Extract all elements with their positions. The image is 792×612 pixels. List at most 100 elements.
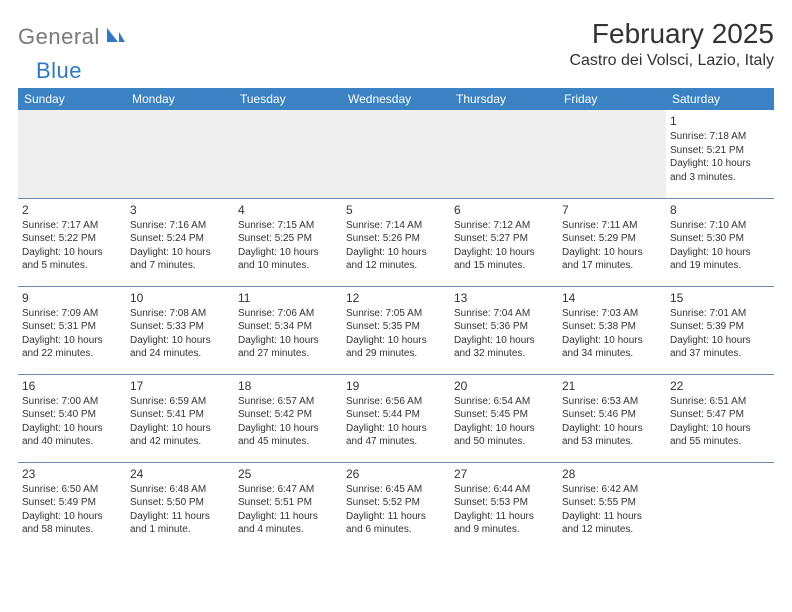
sunrise-text: Sunrise: 7:11 AM	[562, 219, 662, 233]
sunset-text: Sunset: 5:50 PM	[130, 496, 230, 510]
calendar-day: 28Sunrise: 6:42 AMSunset: 5:55 PMDayligh…	[558, 462, 666, 550]
daylight-text: and 22 minutes.	[22, 347, 122, 361]
daylight-text: Daylight: 10 hours	[562, 422, 662, 436]
calendar-day: 15Sunrise: 7:01 AMSunset: 5:39 PMDayligh…	[666, 286, 774, 374]
daylight-text: Daylight: 10 hours	[22, 510, 122, 524]
sunset-text: Sunset: 5:22 PM	[22, 232, 122, 246]
day-number: 1	[670, 113, 770, 129]
day-number: 16	[22, 378, 122, 394]
day-number: 21	[562, 378, 662, 394]
calendar-day: 6Sunrise: 7:12 AMSunset: 5:27 PMDaylight…	[450, 198, 558, 286]
calendar-day: 19Sunrise: 6:56 AMSunset: 5:44 PMDayligh…	[342, 374, 450, 462]
daylight-text: Daylight: 10 hours	[346, 334, 446, 348]
daylight-text: and 12 minutes.	[346, 259, 446, 273]
calendar-body: 1Sunrise: 7:18 AMSunset: 5:21 PMDaylight…	[18, 110, 774, 550]
sunset-text: Sunset: 5:42 PM	[238, 408, 338, 422]
daylight-text: Daylight: 10 hours	[562, 334, 662, 348]
calendar-day: 12Sunrise: 7:05 AMSunset: 5:35 PMDayligh…	[342, 286, 450, 374]
sunset-text: Sunset: 5:33 PM	[130, 320, 230, 334]
daylight-text: and 10 minutes.	[238, 259, 338, 273]
sunrise-text: Sunrise: 7:01 AM	[670, 307, 770, 321]
sunrise-text: Sunrise: 7:06 AM	[238, 307, 338, 321]
daylight-text: and 40 minutes.	[22, 435, 122, 449]
weekday-header: Friday	[558, 88, 666, 110]
daylight-text: Daylight: 10 hours	[562, 246, 662, 260]
calendar-day: 20Sunrise: 6:54 AMSunset: 5:45 PMDayligh…	[450, 374, 558, 462]
calendar-week: 1Sunrise: 7:18 AMSunset: 5:21 PMDaylight…	[18, 110, 774, 198]
sunset-text: Sunset: 5:55 PM	[562, 496, 662, 510]
calendar-week: 2Sunrise: 7:17 AMSunset: 5:22 PMDaylight…	[18, 198, 774, 286]
daylight-text: Daylight: 10 hours	[670, 334, 770, 348]
sunrise-text: Sunrise: 6:54 AM	[454, 395, 554, 409]
daylight-text: Daylight: 11 hours	[346, 510, 446, 524]
weekday-header: Monday	[126, 88, 234, 110]
weekday-header: Sunday	[18, 88, 126, 110]
daylight-text: and 50 minutes.	[454, 435, 554, 449]
sunset-text: Sunset: 5:38 PM	[562, 320, 662, 334]
day-number: 11	[238, 290, 338, 306]
daylight-text: Daylight: 10 hours	[22, 246, 122, 260]
daylight-text: Daylight: 10 hours	[454, 334, 554, 348]
daylight-text: Daylight: 10 hours	[454, 422, 554, 436]
daylight-text: and 47 minutes.	[346, 435, 446, 449]
sunrise-text: Sunrise: 6:45 AM	[346, 483, 446, 497]
sunset-text: Sunset: 5:35 PM	[346, 320, 446, 334]
sunrise-text: Sunrise: 7:08 AM	[130, 307, 230, 321]
day-number: 5	[346, 202, 446, 218]
page-title: February 2025	[569, 18, 774, 50]
daylight-text: and 7 minutes.	[130, 259, 230, 273]
calendar-day-empty	[234, 110, 342, 198]
calendar-day: 7Sunrise: 7:11 AMSunset: 5:29 PMDaylight…	[558, 198, 666, 286]
day-number: 18	[238, 378, 338, 394]
day-number: 14	[562, 290, 662, 306]
calendar-day-empty	[450, 110, 558, 198]
day-number: 23	[22, 466, 122, 482]
day-number: 22	[670, 378, 770, 394]
sunset-text: Sunset: 5:36 PM	[454, 320, 554, 334]
calendar-table: SundayMondayTuesdayWednesdayThursdayFrid…	[18, 88, 774, 550]
daylight-text: Daylight: 10 hours	[22, 334, 122, 348]
calendar-day-empty	[18, 110, 126, 198]
daylight-text: Daylight: 10 hours	[670, 422, 770, 436]
calendar-day: 4Sunrise: 7:15 AMSunset: 5:25 PMDaylight…	[234, 198, 342, 286]
daylight-text: and 32 minutes.	[454, 347, 554, 361]
sunset-text: Sunset: 5:49 PM	[22, 496, 122, 510]
day-number: 10	[130, 290, 230, 306]
sunrise-text: Sunrise: 7:04 AM	[454, 307, 554, 321]
calendar-week: 16Sunrise: 7:00 AMSunset: 5:40 PMDayligh…	[18, 374, 774, 462]
calendar-day: 1Sunrise: 7:18 AMSunset: 5:21 PMDaylight…	[666, 110, 774, 198]
sunset-text: Sunset: 5:40 PM	[22, 408, 122, 422]
day-number: 8	[670, 202, 770, 218]
logo-word2: Blue	[36, 58, 82, 83]
logo-word1: General	[18, 24, 100, 50]
calendar-day: 8Sunrise: 7:10 AMSunset: 5:30 PMDaylight…	[666, 198, 774, 286]
daylight-text: and 3 minutes.	[670, 171, 770, 185]
sunset-text: Sunset: 5:39 PM	[670, 320, 770, 334]
sunset-text: Sunset: 5:53 PM	[454, 496, 554, 510]
sunset-text: Sunset: 5:26 PM	[346, 232, 446, 246]
daylight-text: Daylight: 10 hours	[130, 334, 230, 348]
calendar-day: 5Sunrise: 7:14 AMSunset: 5:26 PMDaylight…	[342, 198, 450, 286]
calendar-week: 23Sunrise: 6:50 AMSunset: 5:49 PMDayligh…	[18, 462, 774, 550]
logo-sail-icon	[105, 26, 125, 49]
day-number: 26	[346, 466, 446, 482]
weekday-header: Tuesday	[234, 88, 342, 110]
sunset-text: Sunset: 5:44 PM	[346, 408, 446, 422]
daylight-text: Daylight: 10 hours	[454, 246, 554, 260]
daylight-text: Daylight: 10 hours	[22, 422, 122, 436]
day-number: 28	[562, 466, 662, 482]
day-number: 2	[22, 202, 122, 218]
sunset-text: Sunset: 5:45 PM	[454, 408, 554, 422]
calendar-day: 21Sunrise: 6:53 AMSunset: 5:46 PMDayligh…	[558, 374, 666, 462]
sunset-text: Sunset: 5:31 PM	[22, 320, 122, 334]
daylight-text: Daylight: 11 hours	[454, 510, 554, 524]
calendar-day-empty	[558, 110, 666, 198]
day-number: 20	[454, 378, 554, 394]
calendar-week: 9Sunrise: 7:09 AMSunset: 5:31 PMDaylight…	[18, 286, 774, 374]
calendar-day: 25Sunrise: 6:47 AMSunset: 5:51 PMDayligh…	[234, 462, 342, 550]
daylight-text: Daylight: 10 hours	[670, 246, 770, 260]
daylight-text: and 55 minutes.	[670, 435, 770, 449]
sunset-text: Sunset: 5:46 PM	[562, 408, 662, 422]
logo: General	[18, 18, 128, 50]
daylight-text: Daylight: 10 hours	[130, 422, 230, 436]
